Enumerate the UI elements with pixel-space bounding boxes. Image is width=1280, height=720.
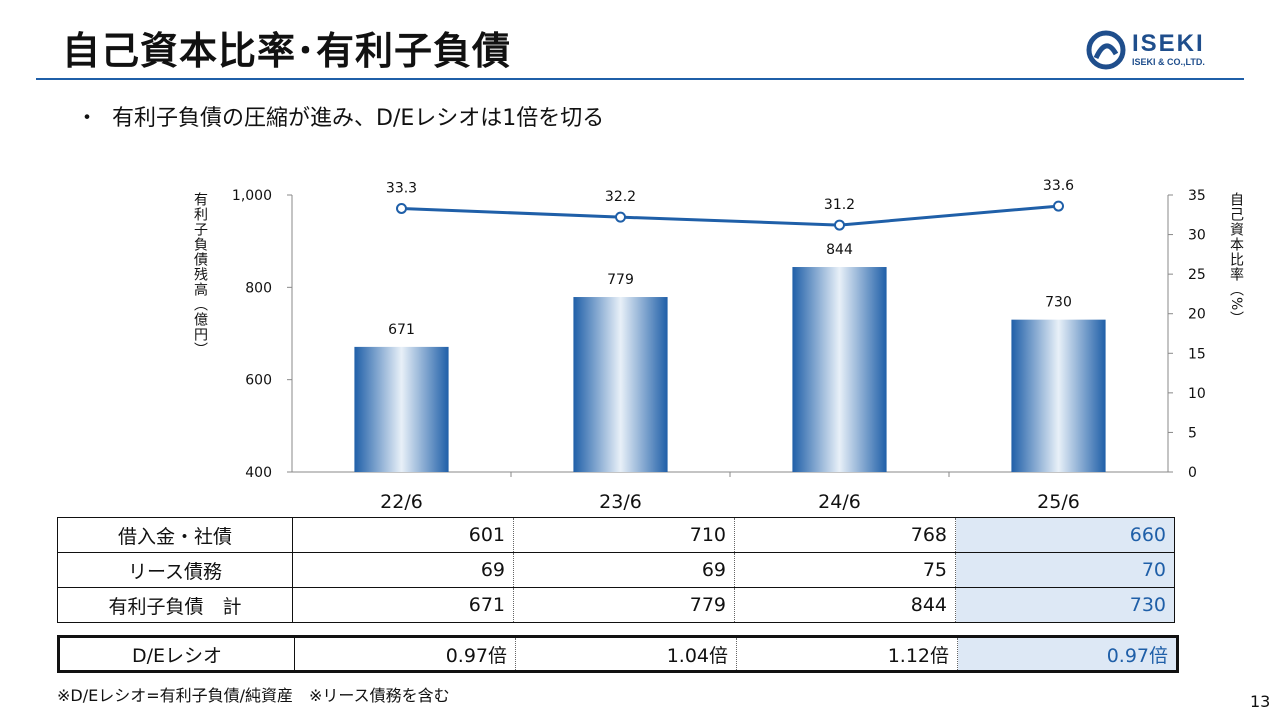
- left-axis-tick-label: 1,000: [232, 188, 272, 204]
- table-cell: 768: [734, 517, 956, 553]
- line-data-label: 32.2: [605, 189, 636, 205]
- right-axis-tick-label: 20: [1188, 307, 1206, 323]
- footnote: ※D/Eレシオ=有利子負債/純資産 ※リース債務を含む: [57, 686, 450, 705]
- line-point: [396, 202, 407, 214]
- bar: [792, 267, 887, 472]
- table-row: 借入金・社債 601 710 768 660: [57, 517, 1175, 553]
- logo-subtext: ISEKI & CO.,LTD.: [1132, 57, 1205, 67]
- table-row: 有利子負債 計 671 779 844 730: [57, 587, 1175, 623]
- x-axis-tick-label: 24/6: [818, 491, 861, 513]
- right-axis-tick-label: 5: [1188, 425, 1197, 441]
- bar: [354, 346, 449, 472]
- de-ratio-table: D/Eレシオ 0.97倍 1.04倍 1.12倍 0.97倍: [57, 635, 1179, 673]
- x-axis-tick-label: 22/6: [380, 491, 423, 513]
- right-axis-tick-label: 30: [1188, 228, 1206, 244]
- table-cell: 0.97倍: [294, 635, 516, 673]
- table-cell-highlight: 660: [955, 517, 1175, 553]
- company-logo: ISEKI ISEKI & CO.,LTD.: [1086, 30, 1226, 70]
- x-axis-tick-label: 25/6: [1037, 491, 1080, 513]
- bar-data-label: 779: [607, 272, 634, 288]
- debt-equity-chart: 400 600 800 1,000 0 5 10 15 20 25 30 35 671 779 844 730…: [232, 178, 1206, 513]
- right-axis-tick-label: 35: [1188, 188, 1206, 204]
- left-axis-tick-label: 400: [245, 465, 272, 481]
- right-axis-title: 自己資本比率（%）: [1228, 192, 1244, 327]
- row-label: 借入金・社債: [57, 517, 293, 553]
- table-cell: 69: [513, 552, 735, 588]
- table-cell: 1.12倍: [736, 635, 958, 673]
- table-row: D/Eレシオ 0.97倍 1.04倍 1.12倍 0.97倍: [57, 635, 1179, 673]
- bullet-dot: ・: [76, 106, 99, 131]
- table-cell: 779: [513, 587, 735, 623]
- summary-bullet: ・有利子負債の圧縮が進み、D/Eレシオは1倍を切る: [76, 100, 604, 132]
- table-cell: 601: [292, 517, 514, 553]
- x-axis-tick-label: 23/6: [599, 491, 642, 513]
- bar: [1011, 319, 1106, 472]
- bar: [573, 297, 668, 472]
- right-axis-tick-label: 10: [1188, 386, 1206, 402]
- table-row: リース債務 69 69 75 70: [57, 552, 1175, 588]
- right-axis-tick-label: 0: [1188, 465, 1197, 481]
- logo-mark-icon: [1086, 30, 1126, 70]
- table-cell-highlight: 0.97倍: [957, 635, 1179, 673]
- left-axis-title: 有利子負債残高（億円）: [192, 192, 208, 357]
- logo-wordmark: ISEKI: [1132, 30, 1205, 57]
- line-point: [615, 211, 626, 223]
- table-cell: 671: [292, 587, 514, 623]
- line-data-label: 31.2: [824, 197, 855, 213]
- table-cell-highlight: 730: [955, 587, 1175, 623]
- table-cell: 75: [734, 552, 956, 588]
- row-label: 有利子負債 計: [57, 587, 293, 623]
- bar-data-label: 730: [1045, 295, 1072, 311]
- equity-ratio-line: [401, 204, 1059, 227]
- page-number: 13: [1250, 692, 1271, 711]
- line-point: [834, 219, 845, 231]
- bar-data-label: 671: [388, 322, 415, 338]
- table-cell: 844: [734, 587, 956, 623]
- table-cell: 710: [513, 517, 735, 553]
- left-axis-tick-label: 800: [245, 280, 272, 296]
- line-data-label: 33.6: [1043, 178, 1074, 194]
- line-point: [1053, 200, 1064, 212]
- row-label: リース債務: [57, 552, 293, 588]
- table-cell: 1.04倍: [515, 635, 737, 673]
- table-cell: 69: [292, 552, 514, 588]
- page-title: 自己資本比率･有利子負債: [62, 29, 512, 73]
- row-label: D/Eレシオ: [57, 635, 295, 673]
- bullet-text: 有利子負債の圧縮が進み、D/Eレシオは1倍を切る: [112, 106, 605, 131]
- bar-data-label: 844: [826, 242, 853, 258]
- table-cell-highlight: 70: [955, 552, 1175, 588]
- debt-breakdown-table: 借入金・社債 601 710 768 660 リース債務 69 69 75 70…: [57, 517, 1175, 623]
- right-axis-tick-label: 25: [1188, 267, 1206, 283]
- title-divider: [36, 78, 1244, 80]
- right-axis-tick-label: 15: [1188, 346, 1206, 362]
- line-data-label: 33.3: [386, 180, 417, 196]
- left-axis-tick-label: 600: [245, 373, 272, 389]
